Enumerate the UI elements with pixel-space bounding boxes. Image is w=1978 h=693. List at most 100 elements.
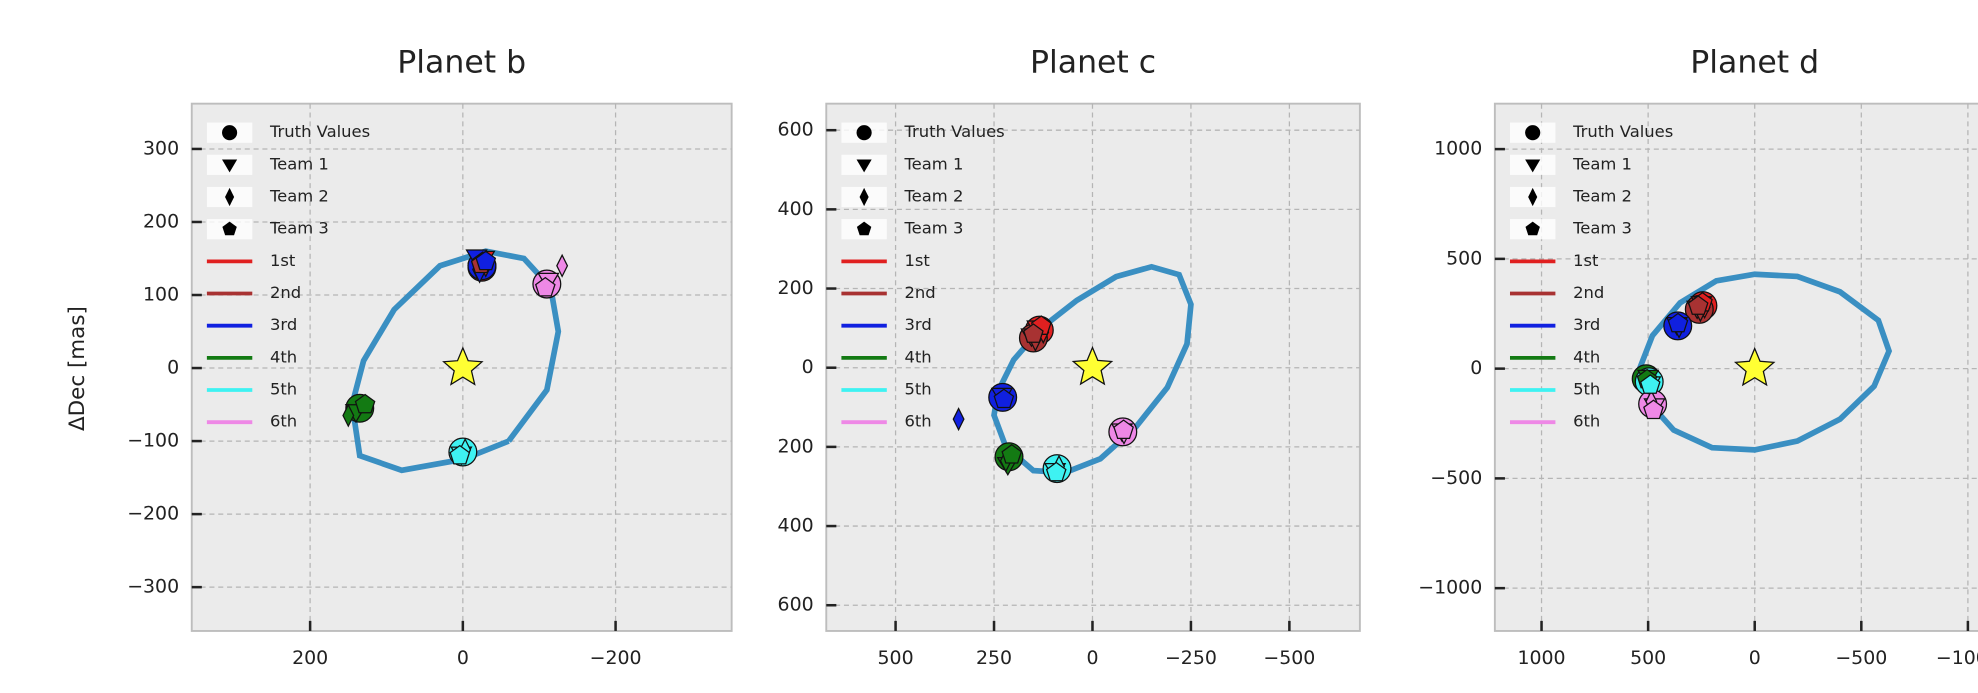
legend-label: Team 2 — [903, 187, 963, 206]
legend-label: 2nd — [904, 283, 935, 302]
subplot-title: Planet d — [1690, 44, 1819, 80]
marker-triangle-down — [856, 159, 872, 173]
legend-label: Team 1 — [269, 154, 329, 173]
y-tick-label: 300 — [143, 137, 179, 159]
marker-diamond — [342, 403, 355, 428]
legend-label: Truth Values — [1572, 122, 1673, 141]
marker-pentagon — [1045, 461, 1067, 482]
legend-label: 3rd — [904, 315, 931, 334]
marker-pentagon — [1023, 323, 1044, 343]
y-axis-label: ΔDec [mas] — [65, 306, 90, 431]
legend-label: 5th — [904, 380, 931, 399]
marker-pentagon — [1525, 221, 1540, 236]
x-tick-label: −200 — [590, 647, 642, 669]
orbit-line — [1636, 271, 1893, 453]
y-tick-label: −300 — [127, 576, 179, 598]
y-tick-label: 200 — [778, 435, 814, 457]
marker-star — [1733, 346, 1776, 387]
legend-label: 2nd — [270, 283, 301, 302]
marker-pentagon — [1001, 443, 1023, 464]
y-tick-label: 400 — [778, 515, 814, 537]
legend-label: 3rd — [1573, 315, 1600, 334]
marker-pentagon — [475, 250, 497, 271]
legend-label: 6th — [1573, 412, 1600, 431]
y-tick-label: 200 — [778, 277, 814, 299]
subplot: Planet b ΔDec [mas] 200 0 −200 −300 −200 −100 0 1… — [65, 44, 733, 669]
legend-label: Team 1 — [1572, 154, 1632, 173]
marker-circle — [1525, 125, 1541, 141]
marker-pentagon — [993, 388, 1015, 409]
legend-label: Team 2 — [1572, 187, 1632, 206]
legend-label: 1st — [904, 251, 930, 270]
subplot-title: Planet b — [397, 44, 526, 80]
marker-pentagon — [1643, 399, 1664, 420]
x-tick-label: 500 — [1630, 647, 1666, 669]
marker-star — [1071, 345, 1114, 386]
y-tick-label: 1000 — [1434, 138, 1482, 160]
marker-pentagon — [1687, 295, 1709, 315]
marker-diamond — [556, 253, 569, 278]
subplot-title: Planet c — [1030, 44, 1156, 80]
marker-pentagon — [1113, 419, 1134, 440]
x-tick-label: 0 — [457, 647, 469, 669]
marker-pentagon — [449, 444, 471, 465]
y-tick-label: 0 — [167, 357, 179, 379]
y-tick-label: 0 — [1470, 357, 1482, 379]
y-tick-label: −500 — [1430, 467, 1482, 489]
legend-label: 4th — [904, 347, 931, 366]
y-tick-label: −100 — [127, 430, 179, 452]
legend-label: 6th — [904, 412, 931, 431]
orbit-line — [991, 263, 1194, 476]
plot-data — [952, 263, 1194, 484]
marker-pentagon — [534, 276, 556, 297]
x-tick-label: 200 — [292, 647, 328, 669]
legend-label: Team 3 — [269, 219, 329, 238]
marker-pentagon — [222, 221, 237, 236]
x-tick-label: 250 — [976, 647, 1012, 669]
legend-label: 3rd — [270, 315, 297, 334]
legend-label: 5th — [270, 380, 297, 399]
legend-label: Team 2 — [269, 187, 329, 206]
x-tick-label: 0 — [1086, 647, 1098, 669]
orbit-line — [349, 248, 562, 474]
legend-label: 1st — [270, 251, 296, 270]
y-tick-label: 400 — [778, 198, 814, 220]
legend-label: 1st — [1573, 251, 1599, 270]
x-tick-label: 1000 — [1517, 647, 1565, 669]
marker-pentagon — [856, 221, 872, 236]
legend-label: 2nd — [1573, 283, 1604, 302]
y-tick-label: 200 — [143, 210, 179, 232]
legend-label: Team 3 — [903, 219, 963, 238]
marker-diamond — [1528, 187, 1538, 207]
y-tick-label: 500 — [1446, 247, 1482, 269]
marker-triangle-down — [1525, 159, 1541, 173]
legend-label: 5th — [1573, 380, 1600, 399]
subplot: Planet c 500 250 0 −250 −500 600 400 200 0 200 400 6… — [778, 44, 1361, 669]
legend-label: 4th — [270, 347, 297, 366]
marker-circle — [222, 125, 238, 141]
x-tick-label: 500 — [878, 647, 914, 669]
x-tick-label: −500 — [1263, 647, 1315, 669]
legend-label: 6th — [270, 412, 297, 431]
marker-diamond — [952, 407, 965, 432]
marker-star — [442, 346, 484, 386]
y-tick-label: 100 — [143, 284, 179, 306]
x-tick-label: 0 — [1749, 647, 1761, 669]
y-tick-label: −1000 — [1418, 577, 1482, 599]
x-tick-label: −500 — [1835, 647, 1887, 669]
plot-background — [1493, 102, 1978, 632]
marker-circle — [856, 125, 872, 141]
legend-label: Truth Values — [269, 122, 370, 141]
y-tick-label: 0 — [802, 356, 814, 378]
plot-data — [342, 248, 569, 474]
legend-label: Truth Values — [903, 122, 1004, 141]
x-tick-label: −250 — [1165, 647, 1217, 669]
legend-label: Team 1 — [903, 154, 963, 173]
plot-data — [1631, 271, 1893, 453]
x-tick-label: −1000 — [1936, 647, 1978, 669]
marker-pentagon — [1639, 374, 1661, 394]
marker-pentagon — [354, 393, 376, 414]
y-tick-label: 600 — [778, 594, 814, 616]
